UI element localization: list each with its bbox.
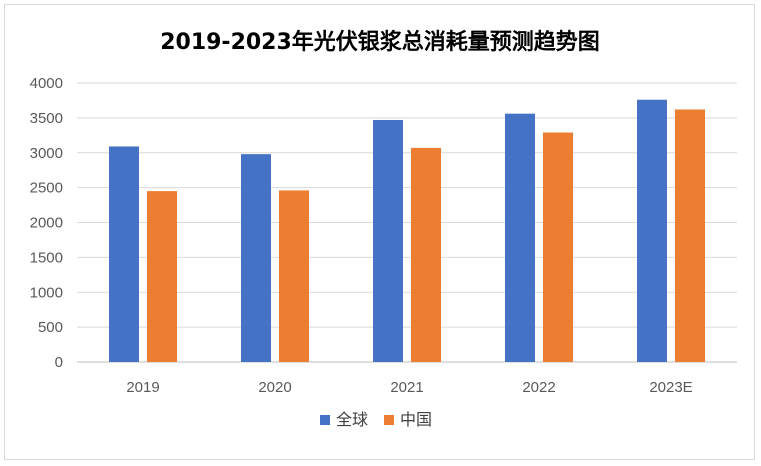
legend-swatch [384,415,394,425]
y-tick-label: 1500 [30,249,63,266]
bars [109,99,705,363]
legend: 全球 中国 [320,410,432,429]
y-tick-label: 4000 [30,75,63,92]
legend-swatch [320,415,330,425]
x-tick-label: 2022 [522,379,555,396]
y-tick-label: 3500 [30,110,63,127]
bar-chart: 2019-2023年光伏银浆总消耗量预测趋势图 0 500 1000 1500 2000… [30,29,737,429]
y-tick-label: 1000 [30,284,63,301]
chart-frame: 2019-2023年光伏银浆总消耗量预测趋势图 0 500 1000 1500 2000… [4,4,755,460]
bar-china-2023E [675,109,705,362]
y-tick-label: 2000 [30,215,63,232]
x-tick-label: 2019 [126,379,159,396]
bar-global-2021 [373,119,403,362]
bar-global-2023E [637,99,667,363]
legend-label: 中国 [400,410,432,429]
bar-china-2022 [543,132,573,362]
bar-global-2020 [241,154,271,362]
y-tick-label: 0 [55,354,63,371]
bar-china-2019 [147,191,177,362]
x-tick-label: 2020 [258,379,291,396]
y-tick-label: 2500 [30,180,63,197]
bar-global-2019 [109,146,139,362]
legend-label: 全球 [336,410,368,429]
x-axis-ticks: 2019 2020 2021 2022 2023E [126,379,692,396]
gridlines [77,82,737,363]
chart-title: 2019-2023年光伏银浆总消耗量预测趋势图 [160,29,600,55]
y-tick-label: 3000 [30,145,63,162]
x-tick-label: 2021 [390,379,423,396]
bar-china-2020 [279,190,309,362]
y-tick-label: 500 [38,319,63,336]
y-axis-ticks: 0 500 1000 1500 2000 2500 3000 3500 4000 [30,75,63,371]
bar-global-2022 [505,113,535,362]
bar-china-2021 [411,147,441,362]
x-tick-label: 2023E [649,379,692,396]
